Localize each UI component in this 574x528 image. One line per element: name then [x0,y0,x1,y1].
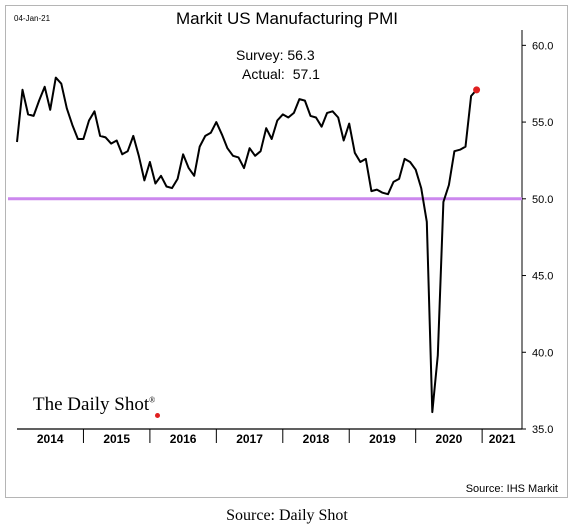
brand-logo: The Daily Shot® [33,394,155,416]
x-tick-label: 2014 [37,432,64,446]
x-tick-label: 2021 [489,432,516,446]
x-axis: 2014 2015 2016 2017 2018 2019 2020 2021 [17,428,522,446]
brand-name: The Daily Shot [33,394,150,415]
actual-annotation: Actual: 57.1 [242,66,320,82]
source-note: Source: IHS Markit [465,483,558,495]
y-axis: 60.0 55.0 50.0 45.0 40.0 35.0 [521,30,553,436]
brand-dot [155,413,160,418]
x-tick-label: 2019 [369,432,396,446]
y-tick-label: 35.0 [532,424,553,436]
survey-annotation: Survey: 56.3 [236,47,315,63]
y-tick-label: 55.0 [532,117,553,129]
x-tick-label: 2017 [236,432,263,446]
x-tick-label: 2018 [303,432,330,446]
y-tick-label: 60.0 [532,40,553,52]
x-tick-label: 2016 [170,432,197,446]
series-line-pmi [16,76,478,414]
y-tick-label: 40.0 [532,347,553,359]
latest-point-marker [473,86,481,94]
actual-label: Actual: [242,66,285,82]
y-tick-label: 50.0 [532,194,553,206]
chart-title: Markit US Manufacturing PMI [175,9,398,28]
x-tick-label: 2020 [436,432,463,446]
survey-label: Survey: [236,47,284,63]
brand-registered-mark: ® [149,395,156,405]
y-tick-label: 45.0 [532,271,553,283]
date-stamp: 04-Jan-21 [14,14,51,23]
survey-value: 56.3 [287,47,315,63]
x-tick-label: 2015 [103,432,130,446]
actual-value: 57.1 [292,66,320,82]
chart-frame [5,5,568,498]
caption: Source: Daily Shot [226,507,348,524]
